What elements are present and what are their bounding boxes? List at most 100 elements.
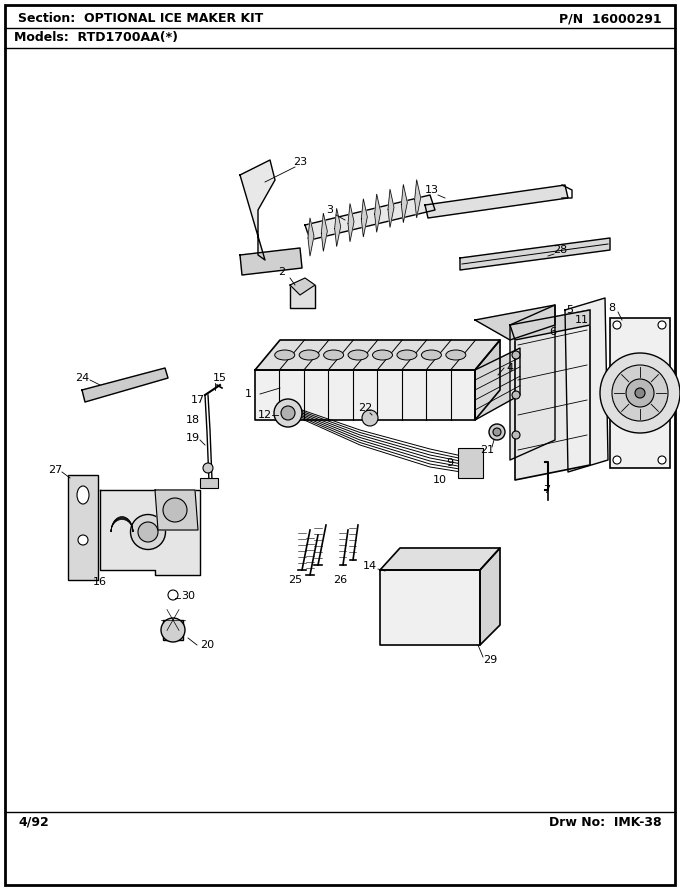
- Text: 24: 24: [75, 373, 89, 383]
- Text: 20: 20: [200, 640, 214, 650]
- Text: 10: 10: [433, 475, 447, 485]
- Polygon shape: [475, 340, 500, 420]
- Bar: [458, 448, 483, 478]
- Polygon shape: [240, 160, 275, 260]
- Polygon shape: [480, 548, 500, 645]
- Text: 9: 9: [447, 458, 454, 468]
- Ellipse shape: [397, 350, 417, 360]
- Text: 15: 15: [213, 373, 227, 383]
- Circle shape: [163, 498, 187, 522]
- Bar: [200, 478, 218, 488]
- Circle shape: [635, 388, 645, 398]
- Text: 16: 16: [93, 577, 107, 587]
- Text: 21: 21: [480, 445, 494, 455]
- Polygon shape: [380, 548, 500, 570]
- Text: 1: 1: [245, 389, 252, 399]
- Text: 17: 17: [191, 395, 205, 405]
- Polygon shape: [100, 490, 200, 575]
- Polygon shape: [388, 190, 394, 227]
- Text: 14: 14: [363, 561, 377, 571]
- Circle shape: [512, 351, 520, 359]
- Circle shape: [512, 391, 520, 399]
- Text: 29: 29: [483, 655, 497, 665]
- Polygon shape: [401, 184, 407, 222]
- Text: 4: 4: [507, 363, 513, 373]
- Text: 26: 26: [333, 575, 347, 585]
- Ellipse shape: [275, 350, 294, 360]
- Polygon shape: [475, 305, 555, 340]
- Text: 23: 23: [293, 157, 307, 167]
- Circle shape: [168, 590, 178, 600]
- Circle shape: [658, 321, 666, 329]
- Polygon shape: [415, 180, 421, 218]
- Bar: [163, 620, 183, 640]
- Ellipse shape: [348, 350, 368, 360]
- Polygon shape: [335, 208, 341, 247]
- Polygon shape: [565, 298, 608, 472]
- Circle shape: [362, 410, 378, 426]
- Ellipse shape: [324, 350, 343, 360]
- Polygon shape: [155, 490, 198, 530]
- Polygon shape: [375, 194, 381, 232]
- Ellipse shape: [131, 514, 165, 549]
- Polygon shape: [308, 218, 314, 256]
- Circle shape: [78, 535, 88, 545]
- Text: Drw No:  IMK-38: Drw No: IMK-38: [549, 815, 662, 829]
- Polygon shape: [255, 370, 475, 420]
- Text: 5: 5: [566, 305, 573, 315]
- Text: 13: 13: [425, 185, 439, 195]
- Text: 28: 28: [553, 245, 567, 255]
- Ellipse shape: [422, 350, 441, 360]
- Circle shape: [612, 365, 668, 421]
- Text: 22: 22: [358, 403, 372, 413]
- Text: 27: 27: [48, 465, 62, 475]
- Circle shape: [489, 424, 505, 440]
- Ellipse shape: [446, 350, 466, 360]
- Circle shape: [493, 428, 501, 436]
- Text: 2: 2: [278, 267, 286, 277]
- Polygon shape: [460, 238, 610, 270]
- Polygon shape: [255, 340, 500, 370]
- Text: 25: 25: [288, 575, 302, 585]
- Circle shape: [281, 406, 295, 420]
- Polygon shape: [425, 185, 568, 218]
- Text: 19: 19: [186, 433, 200, 443]
- Text: 12: 12: [258, 410, 272, 420]
- Circle shape: [600, 353, 680, 433]
- Polygon shape: [361, 198, 367, 237]
- Text: Section:  OPTIONAL ICE MAKER KIT: Section: OPTIONAL ICE MAKER KIT: [18, 12, 263, 26]
- Bar: [68, 475, 98, 580]
- Circle shape: [613, 456, 621, 464]
- Bar: [610, 318, 670, 468]
- Polygon shape: [305, 195, 435, 240]
- Text: P/N  16000291: P/N 16000291: [560, 12, 662, 26]
- Text: 8: 8: [609, 303, 615, 313]
- Text: 6: 6: [549, 327, 556, 337]
- Polygon shape: [475, 348, 520, 420]
- Circle shape: [161, 618, 185, 642]
- Circle shape: [274, 399, 302, 427]
- Polygon shape: [510, 310, 590, 340]
- Text: 18: 18: [186, 415, 200, 425]
- Text: 4/92: 4/92: [18, 815, 49, 829]
- Polygon shape: [322, 214, 327, 251]
- Polygon shape: [515, 310, 590, 480]
- Polygon shape: [348, 204, 354, 242]
- Polygon shape: [290, 285, 315, 308]
- Ellipse shape: [373, 350, 392, 360]
- Ellipse shape: [77, 486, 89, 504]
- Circle shape: [613, 321, 621, 329]
- Ellipse shape: [299, 350, 319, 360]
- Polygon shape: [82, 368, 168, 402]
- Polygon shape: [290, 278, 315, 295]
- Polygon shape: [380, 570, 480, 645]
- Text: Models:  RTD1700AA(*): Models: RTD1700AA(*): [14, 31, 178, 44]
- Circle shape: [203, 463, 213, 473]
- Circle shape: [658, 456, 666, 464]
- Text: 3: 3: [326, 205, 333, 215]
- Polygon shape: [240, 248, 302, 275]
- Text: 11: 11: [575, 315, 589, 325]
- Circle shape: [626, 379, 654, 407]
- Text: 7: 7: [543, 485, 551, 495]
- Text: 30: 30: [181, 591, 195, 601]
